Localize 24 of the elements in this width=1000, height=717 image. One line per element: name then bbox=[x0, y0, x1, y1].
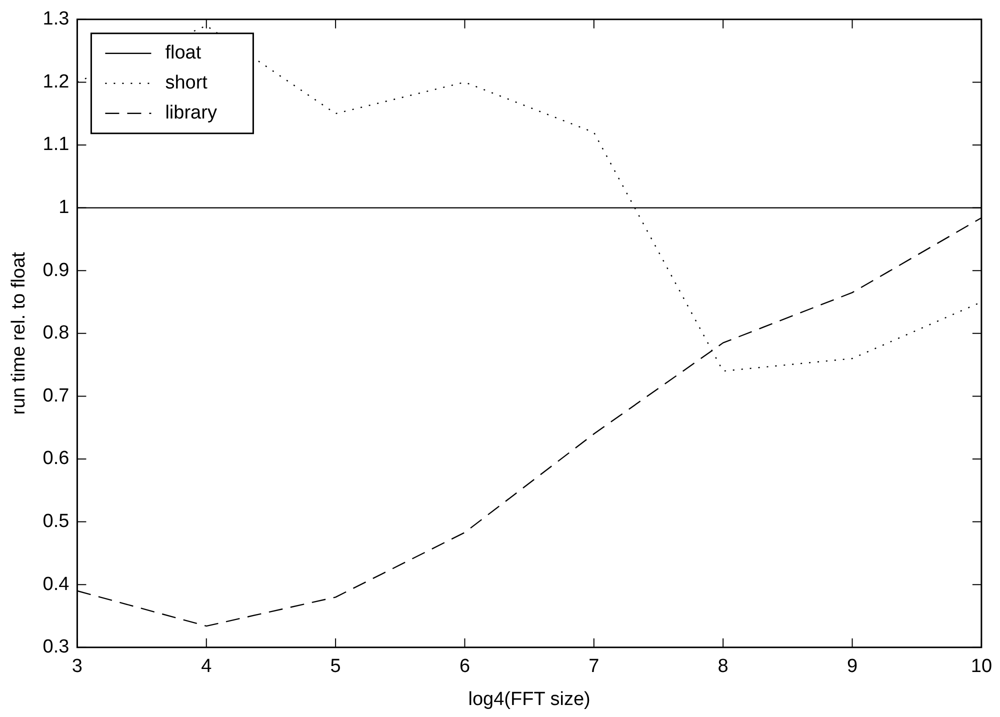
y-tick-label: 1.2 bbox=[42, 71, 70, 92]
y-tick-label: 0.3 bbox=[42, 636, 70, 658]
x-tick-label: 4 bbox=[201, 656, 212, 678]
y-tick-label: 0.7 bbox=[42, 385, 70, 406]
x-tick-label: 10 bbox=[970, 656, 992, 678]
y-axis-title: run time rel. to float bbox=[8, 251, 30, 415]
y-tick-label: 0.5 bbox=[42, 511, 70, 532]
x-axis-title: log4(FFT size) bbox=[468, 688, 590, 710]
legend-label: short bbox=[165, 72, 208, 94]
x-tick-label: 3 bbox=[72, 656, 82, 678]
y-tick-label: 1.1 bbox=[42, 134, 70, 156]
x-tick-label: 9 bbox=[846, 656, 858, 678]
x-tick-label: 8 bbox=[718, 656, 728, 678]
x-tick-label: 7 bbox=[588, 656, 600, 678]
y-tick-label: 0.6 bbox=[42, 448, 70, 470]
y-tick-label: 0.4 bbox=[42, 574, 70, 595]
legend-label: float bbox=[165, 42, 202, 64]
y-tick-label: 1 bbox=[58, 197, 70, 218]
x-tick-label: 6 bbox=[459, 656, 470, 678]
x-tick-label: 5 bbox=[330, 656, 341, 678]
y-tick-label: 1.3 bbox=[42, 8, 70, 30]
y-tick-label: 0.9 bbox=[42, 260, 70, 281]
legend-label: library bbox=[165, 102, 218, 124]
y-tick-label: 0.8 bbox=[42, 322, 70, 344]
